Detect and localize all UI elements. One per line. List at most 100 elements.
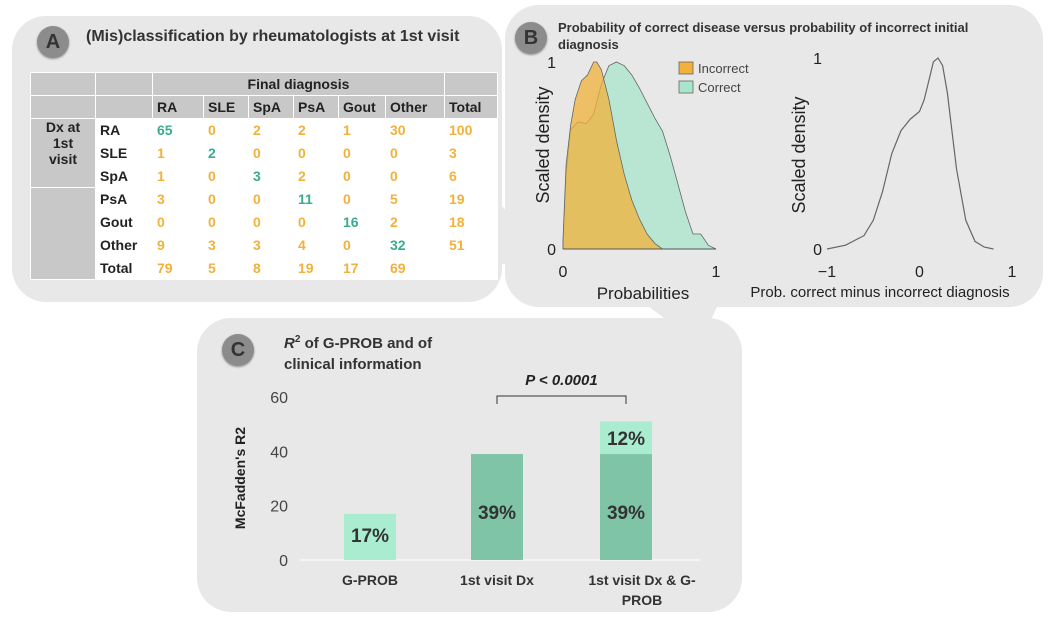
bar-value-label: 39% bbox=[607, 503, 645, 524]
column-header: SpA bbox=[248, 95, 294, 119]
table-cell: 0 bbox=[385, 164, 445, 188]
x-axis-label: Prob. correct minus incorrect diagnosis bbox=[750, 284, 1009, 301]
r2-symbol: R bbox=[284, 335, 295, 352]
corner-cell bbox=[30, 72, 96, 96]
y-tick-label: 20 bbox=[270, 499, 288, 516]
row-label: Other bbox=[95, 233, 153, 257]
table-cell: 5 bbox=[203, 256, 249, 280]
table-cell: 2 bbox=[293, 164, 339, 188]
density-area-incorrect bbox=[562, 61, 664, 250]
row-group-header: Dx at 1st visit bbox=[30, 118, 96, 188]
legend-label: Correct bbox=[698, 80, 741, 95]
row-group-header-line: 1st bbox=[52, 135, 74, 151]
table-cell: 4 bbox=[293, 233, 339, 257]
table-cell: 3 bbox=[203, 233, 249, 257]
category-label: PROB bbox=[622, 592, 662, 608]
table-row: Other 9 3 3 4 0 32 51 bbox=[31, 233, 498, 257]
x-tick-label: 0 bbox=[559, 264, 568, 281]
table-cell: 0 bbox=[248, 210, 294, 234]
p-value-annotation: P < 0.0001 bbox=[525, 372, 597, 389]
final-diagnosis-header: Final diagnosis bbox=[152, 72, 445, 96]
table-cell: 6 bbox=[444, 164, 498, 188]
y-tick-label: 40 bbox=[270, 444, 288, 461]
y-axis-label: Scaled density bbox=[533, 86, 553, 203]
y-tick-label: 1 bbox=[547, 55, 556, 72]
table-cell: 0 bbox=[203, 118, 249, 142]
table-row: SpA 1 0 3 2 0 0 6 bbox=[31, 164, 498, 188]
y-tick-label: 60 bbox=[270, 390, 288, 407]
column-header: PsA bbox=[293, 95, 339, 119]
table-row: SLE 1 2 0 0 0 0 3 bbox=[31, 141, 498, 165]
table-row: Gout 0 0 0 0 16 2 18 bbox=[31, 210, 498, 234]
y-axis-label: Scaled density bbox=[789, 96, 809, 213]
badge-c: C bbox=[222, 334, 254, 366]
table-cell: 65 bbox=[152, 118, 204, 142]
table-cell: 32 bbox=[385, 233, 445, 257]
category-label: 1st visit Dx bbox=[460, 572, 534, 588]
table-cell: 69 bbox=[385, 256, 445, 280]
table-row: PsA 3 0 0 11 0 5 19 bbox=[30, 187, 498, 280]
bar-value-label: 12% bbox=[607, 429, 645, 450]
badge-a: A bbox=[37, 26, 69, 58]
table-cell: 0 bbox=[338, 141, 386, 165]
classification-table: Final diagnosis RA SLE SpA PsA Gout Othe… bbox=[30, 72, 498, 280]
row-group-header-fill bbox=[30, 187, 96, 280]
column-header: Other bbox=[385, 95, 445, 119]
x-tick-label: 1 bbox=[1008, 264, 1017, 281]
table-cell: 16 bbox=[338, 210, 386, 234]
legend-swatch-correct bbox=[678, 80, 694, 94]
table-cell: 0 bbox=[203, 164, 249, 188]
table-cell: 0 bbox=[338, 233, 386, 257]
table-cell: 0 bbox=[248, 141, 294, 165]
x-tick-label: 1 bbox=[712, 264, 721, 281]
table-cell: 2 bbox=[385, 210, 445, 234]
corner-cell bbox=[95, 72, 153, 96]
table-cell: 5 bbox=[385, 187, 445, 211]
table-row: Total 79 5 8 19 17 69 bbox=[31, 256, 498, 280]
table-cell: 1 bbox=[152, 164, 204, 188]
bar-value-label: 17% bbox=[351, 526, 389, 547]
panel-b-title-2: diagnosis bbox=[558, 37, 619, 52]
row-group-header-line: visit bbox=[48, 151, 77, 167]
table-cell: 0 bbox=[248, 187, 294, 211]
badge-b: B bbox=[515, 22, 547, 54]
category-label: G-PROB bbox=[342, 572, 398, 588]
table-cell: 3 bbox=[444, 141, 498, 165]
table-cell: 79 bbox=[152, 256, 204, 280]
panel-c-title-2: clinical information bbox=[284, 356, 422, 373]
bar-1st-visit-dx bbox=[471, 454, 523, 560]
table-cell: 19 bbox=[293, 256, 339, 280]
panel-c-title-rest: of G-PROB and of bbox=[300, 335, 433, 352]
table-cell: 1 bbox=[152, 141, 204, 165]
y-axis-label: McFadden's R2 bbox=[232, 427, 248, 529]
table-cell: 51 bbox=[444, 233, 498, 257]
category-label: 1st visit Dx & G- bbox=[588, 572, 696, 588]
table-row: Dx at 1st visit RA 65 0 2 2 1 30 100 bbox=[30, 118, 498, 188]
bar-added-segment bbox=[600, 421, 652, 455]
density-line-difference bbox=[826, 57, 994, 250]
table-cell: 0 bbox=[338, 187, 386, 211]
table-cell: 2 bbox=[248, 118, 294, 142]
table-cell: 0 bbox=[293, 141, 339, 165]
table-cell: 3 bbox=[248, 233, 294, 257]
table-cell: 3 bbox=[248, 164, 294, 188]
panel-a-title: (Mis)classification by rheumatologists a… bbox=[86, 28, 460, 45]
x-tick-label: −1 bbox=[818, 264, 836, 281]
significance-bracket bbox=[496, 395, 627, 404]
bar-value-label: 39% bbox=[478, 503, 516, 524]
table-cell: 0 bbox=[203, 210, 249, 234]
y-tick-label: 1 bbox=[813, 51, 822, 68]
table-cell: 19 bbox=[444, 187, 498, 211]
legend-swatch-incorrect bbox=[678, 61, 694, 75]
table-body: Dx at 1st visit RA 65 0 2 2 1 30 100 SLE 1 2 0 0 0 0 3 SpA 1… bbox=[30, 118, 498, 280]
table-cell: 17 bbox=[338, 256, 386, 280]
table-cell: 9 bbox=[152, 233, 204, 257]
column-header: SLE bbox=[203, 95, 249, 119]
row-label: Total bbox=[95, 256, 153, 280]
corner-cell bbox=[95, 95, 153, 119]
corner-cell bbox=[444, 72, 498, 96]
table-cell: 0 bbox=[152, 210, 204, 234]
corner-cell bbox=[30, 95, 96, 119]
y-tick-label: 0 bbox=[547, 242, 556, 259]
